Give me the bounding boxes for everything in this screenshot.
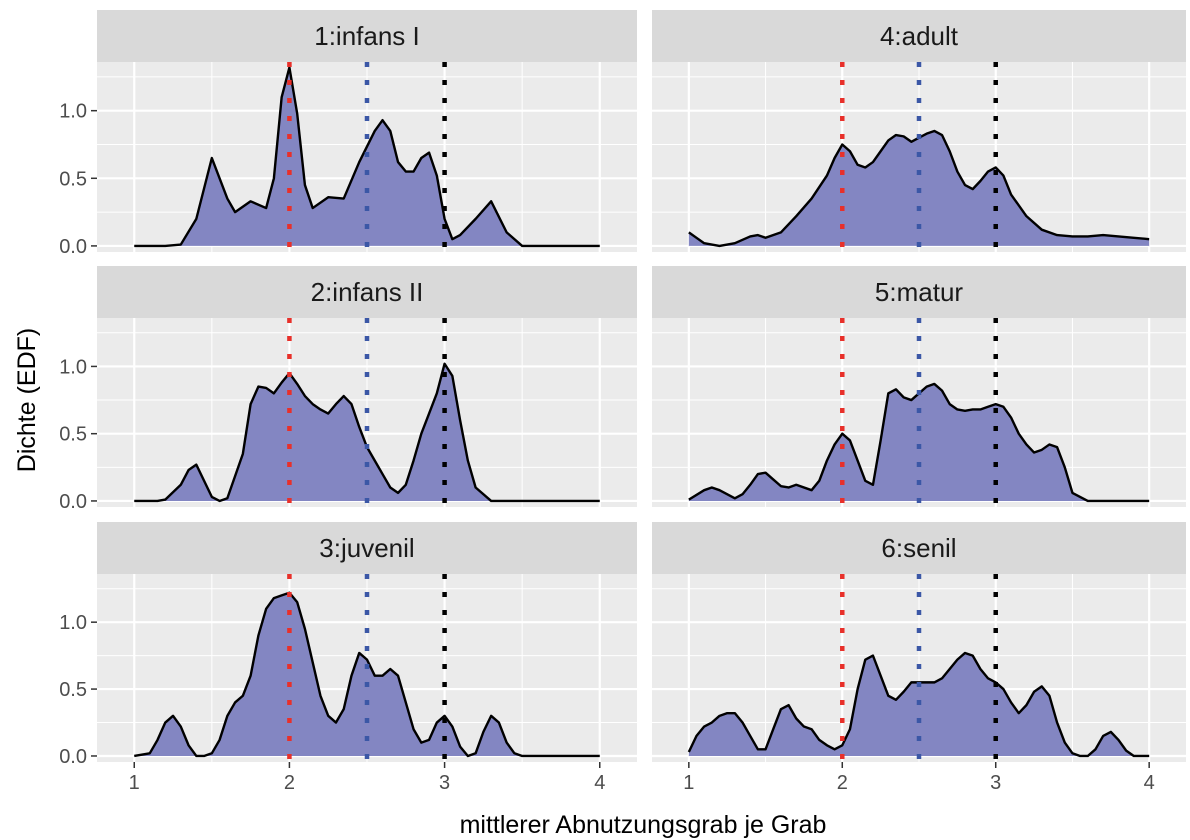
facet-panels: 1:infans I 0.0 0.5 1.0 4:adult 2:infans II 0.0… bbox=[59, 10, 1186, 794]
y-tick-label: 0.5 bbox=[59, 424, 87, 446]
y-tick-label: 0.0 bbox=[59, 236, 87, 258]
x-tick-label: 1 bbox=[129, 772, 140, 794]
y-axis-title: Dichte (EDF) bbox=[13, 328, 41, 472]
y-tick-label: 0.0 bbox=[59, 491, 87, 513]
density-curve bbox=[134, 66, 600, 248]
x-tick-label: 1 bbox=[683, 772, 694, 794]
x-axis-title: mittlerer Abnutzungsgrab je Grab bbox=[460, 811, 827, 839]
density-curve bbox=[134, 591, 600, 758]
facet-strip bbox=[652, 10, 1186, 62]
facet-panel: 1:infans I 0.0 0.5 1.0 bbox=[59, 10, 637, 258]
y-tick-label: 0.0 bbox=[59, 746, 87, 768]
y-tick-label: 1.0 bbox=[59, 101, 87, 123]
y-tick-label: 0.5 bbox=[59, 168, 87, 190]
density-curve bbox=[134, 362, 600, 503]
density-curve bbox=[687, 651, 1150, 758]
facet-strip bbox=[97, 522, 637, 574]
density-curve bbox=[688, 382, 1150, 503]
density-area bbox=[134, 592, 600, 756]
facet-strip-label: 4:adult bbox=[880, 21, 959, 51]
facet-panel: 4:adult bbox=[652, 10, 1186, 252]
facet-panel: 6:senil 1 2 3 4 bbox=[652, 522, 1186, 794]
y-tick-label: 0.5 bbox=[59, 679, 87, 701]
density-area bbox=[688, 383, 1150, 501]
x-tick-label: 2 bbox=[284, 772, 295, 794]
x-tick-label: 2 bbox=[837, 772, 848, 794]
facet-strip-label: 1:infans I bbox=[314, 21, 420, 51]
facet-strip bbox=[652, 266, 1186, 318]
y-tick-label: 1.0 bbox=[59, 612, 87, 634]
density-curve bbox=[688, 129, 1150, 248]
x-tick-label: 3 bbox=[439, 772, 450, 794]
facet-strip-label: 3:juvenil bbox=[319, 533, 414, 563]
facet-strip-label: 6:senil bbox=[881, 533, 956, 563]
x-tick-label: 4 bbox=[1144, 772, 1155, 794]
facet-strip-label: 2:infans II bbox=[311, 277, 424, 307]
facet-strip bbox=[97, 10, 637, 62]
facet-panel: 3:juvenil 0.0 0.5 1.0 1 2 3 4 bbox=[59, 522, 637, 794]
y-tick-label: 1.0 bbox=[59, 356, 87, 378]
density-area bbox=[134, 363, 600, 501]
facet-panel: 2:infans II 0.0 0.5 1.0 bbox=[59, 266, 637, 513]
facet-strip bbox=[97, 266, 637, 318]
x-tick-label: 3 bbox=[990, 772, 1001, 794]
facet-strip bbox=[652, 522, 1186, 574]
facet-panel: 5:matur bbox=[652, 266, 1186, 507]
x-tick-label: 4 bbox=[594, 772, 605, 794]
facet-strip-label: 5:matur bbox=[875, 277, 963, 307]
